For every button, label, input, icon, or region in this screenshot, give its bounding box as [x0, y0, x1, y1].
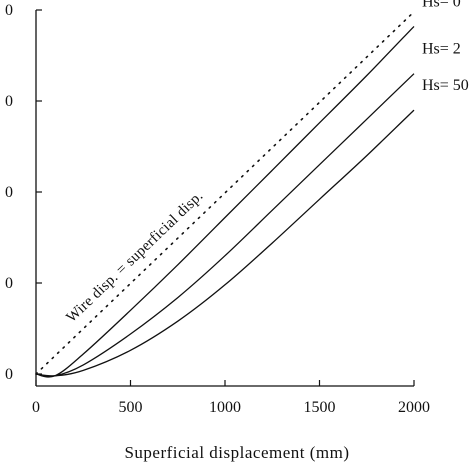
y-tick-label: 0 — [5, 184, 13, 201]
series-group — [35, 11, 415, 378]
x-tick-label: 500 — [119, 399, 143, 416]
axes — [35, 10, 414, 387]
y-tick-label: 0 — [5, 2, 13, 19]
ticks: 0 500 1000 1500 2000 0 0 0 0 0 — [5, 2, 430, 416]
series-label-3: Hs= 50 — [422, 77, 469, 94]
series-label-1: Hs= 0 — [422, 0, 461, 10]
x-axis-title: Superficial displacement (mm) — [124, 443, 349, 462]
x-tick-label: 1000 — [209, 399, 241, 416]
series-label-2: Hs= 2 — [422, 41, 461, 58]
x-tick-label: 1500 — [304, 399, 336, 416]
series-line-reference — [35, 11, 415, 375]
y-tick-label: 0 — [5, 275, 13, 292]
x-tick-label: 0 — [32, 399, 40, 416]
series-line-1 — [35, 25, 415, 378]
series-line-3 — [35, 109, 415, 377]
x-tick-label: 2000 — [398, 399, 430, 416]
series-line-2 — [35, 73, 415, 377]
y-tick-label: 0 — [5, 93, 13, 110]
series-labels: Hs= 0 Hs= 2 Hs= 50 — [422, 0, 469, 94]
y-tick-label: 0 — [5, 366, 13, 383]
